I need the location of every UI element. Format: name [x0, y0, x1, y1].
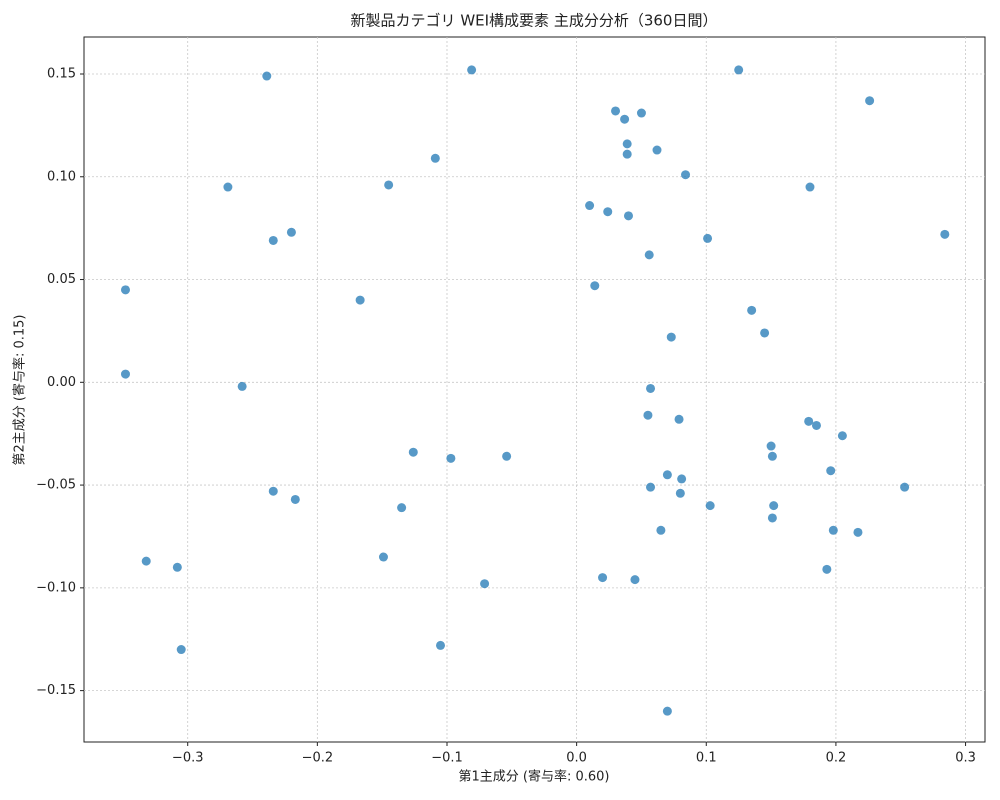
point — [760, 328, 770, 338]
x-tick-label: 0.1 — [696, 751, 717, 766]
point — [677, 474, 687, 484]
x-tick-label: −0.3 — [172, 751, 204, 766]
point — [603, 207, 613, 217]
point — [703, 233, 713, 243]
point — [646, 383, 656, 393]
point — [620, 114, 630, 124]
point — [822, 564, 832, 574]
point — [355, 295, 365, 305]
point — [705, 501, 715, 511]
y-tick-label: 0.05 — [47, 272, 76, 287]
x-tick-label: 0.0 — [566, 751, 587, 766]
x-tick-label: 0.3 — [955, 751, 976, 766]
point — [666, 332, 676, 342]
y-tick-label: 0.15 — [47, 66, 76, 81]
point — [268, 486, 278, 496]
point — [900, 482, 910, 492]
point — [940, 229, 950, 239]
point — [681, 170, 691, 180]
point — [436, 640, 446, 650]
point — [223, 182, 233, 192]
point — [237, 381, 247, 391]
point — [286, 227, 296, 237]
point — [747, 305, 757, 315]
plot-frame — [83, 36, 986, 743]
point — [769, 501, 779, 511]
point — [467, 65, 477, 75]
point — [378, 552, 388, 562]
y-tick-label: −0.10 — [36, 580, 76, 595]
point — [837, 431, 847, 441]
point — [120, 285, 130, 295]
point — [430, 153, 440, 163]
point — [384, 180, 394, 190]
point — [826, 466, 836, 476]
point — [636, 108, 646, 118]
point — [766, 441, 776, 451]
point — [172, 562, 182, 572]
point — [652, 145, 662, 155]
y-axis-label: 第2主成分 (寄与率: 0.15) — [12, 314, 28, 465]
point — [598, 573, 608, 583]
x-tick-label: −0.1 — [431, 751, 463, 766]
point — [630, 575, 640, 585]
point — [646, 482, 656, 492]
point — [408, 447, 418, 457]
point — [811, 420, 821, 430]
y-tick-label: −0.05 — [36, 478, 76, 493]
point — [734, 65, 744, 75]
point — [767, 451, 777, 461]
x-tick-label: 0.2 — [826, 751, 847, 766]
y-tick-label: 0.00 — [47, 375, 76, 390]
point — [480, 579, 490, 589]
point — [611, 106, 621, 116]
point — [268, 235, 278, 245]
y-tick-label: 0.10 — [47, 169, 76, 184]
point — [176, 645, 186, 655]
point — [674, 414, 684, 424]
point — [262, 71, 272, 81]
point — [643, 410, 653, 420]
x-tick-label: −0.2 — [302, 751, 334, 766]
point — [590, 281, 600, 291]
point — [290, 494, 300, 504]
point — [767, 513, 777, 523]
point — [828, 525, 838, 535]
point — [804, 416, 814, 426]
chart-title: 新製品カテゴリ WEI構成要素 主成分分析（360日間） — [351, 12, 718, 30]
point — [397, 503, 407, 513]
x-axis-label: 第1主成分 (寄与率: 0.60) — [458, 769, 609, 785]
point — [675, 488, 685, 498]
point — [141, 556, 151, 566]
point — [662, 706, 672, 716]
point — [446, 453, 456, 463]
point — [622, 139, 632, 149]
point — [805, 182, 815, 192]
point — [662, 470, 672, 480]
point — [853, 527, 863, 537]
y-tick-label: −0.15 — [36, 683, 76, 698]
point — [502, 451, 512, 461]
point — [622, 149, 632, 159]
point — [865, 96, 875, 106]
point — [120, 369, 130, 379]
point — [656, 525, 666, 535]
point — [585, 201, 595, 211]
point — [644, 250, 654, 260]
point — [623, 211, 633, 221]
